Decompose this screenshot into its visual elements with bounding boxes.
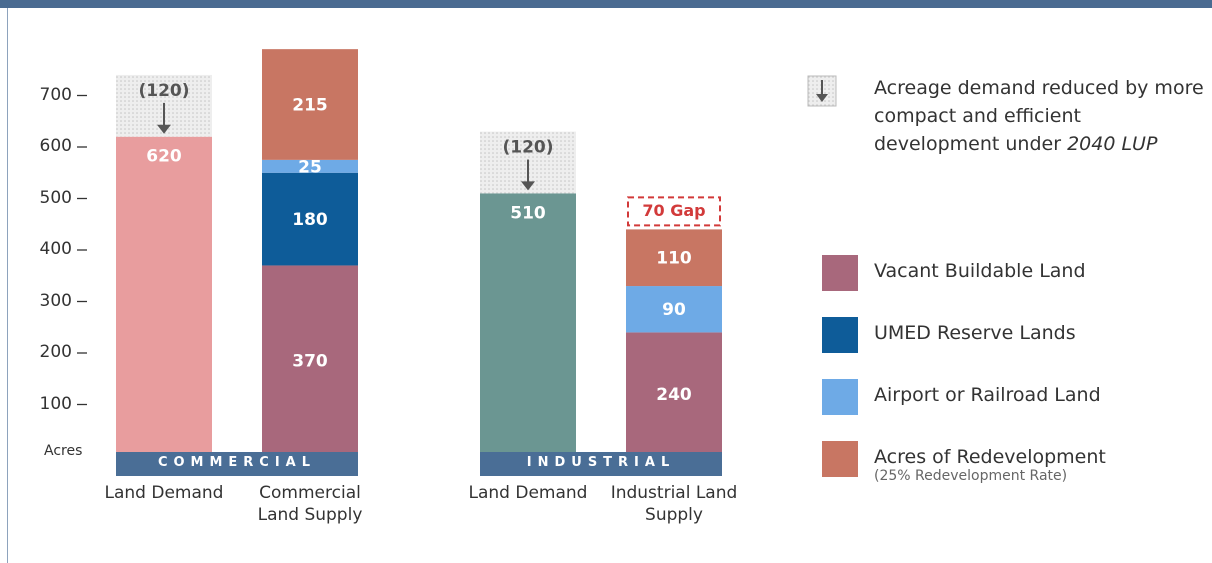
legend-label: Acres of Redevelopment (25% Redevelopment… xyxy=(874,446,1106,484)
x-tick-label: Land Demand xyxy=(468,483,588,503)
value-label: 370 xyxy=(292,352,328,372)
x-tick-label: Industrial Land Supply xyxy=(610,483,738,525)
legend-swatch xyxy=(822,379,858,415)
arrow-head xyxy=(521,181,535,191)
y-tick-label: 700 xyxy=(39,84,72,105)
supply-segment xyxy=(262,49,358,160)
y-tick-label: 500 xyxy=(39,187,72,208)
y-tick-label: 400 xyxy=(39,239,72,259)
value-label: 510 xyxy=(510,203,546,223)
supply-segment xyxy=(262,265,358,456)
y-tick-label: 600 xyxy=(39,136,72,156)
legend-arrow-head xyxy=(816,94,828,102)
legend-label: Airport or Railroad Land xyxy=(874,384,1101,406)
legend-label: UMED Reserve Lands xyxy=(874,322,1076,344)
supply-segment xyxy=(262,159,358,173)
value-label: 240 xyxy=(656,385,692,405)
demand-bar xyxy=(116,136,212,456)
supply-segment xyxy=(626,229,722,287)
value-label: 215 xyxy=(292,96,328,116)
value-label: 180 xyxy=(292,210,328,230)
arrow-head xyxy=(157,124,171,134)
supply-segment xyxy=(626,332,722,456)
y-tick-label: 300 xyxy=(39,290,72,311)
legend-swatch xyxy=(822,317,858,353)
x-tick-label: Commercial Land Supply xyxy=(257,483,363,525)
supply-segment xyxy=(626,286,722,333)
legend-note-emphasis: 2040 LUP xyxy=(1067,133,1158,155)
supply-segment xyxy=(262,172,358,266)
group-label: INDUSTRIAL xyxy=(526,455,676,470)
legend-subnote: (25% Redevelopment Rate) xyxy=(874,468,1068,484)
top-bar xyxy=(0,0,1212,8)
group-band xyxy=(480,452,722,476)
value-label: 620 xyxy=(146,147,182,167)
gap-label: 70 Gap xyxy=(642,201,705,220)
reduction-label: (120) xyxy=(138,81,189,101)
reduction-label: (120) xyxy=(502,138,553,158)
legend-swatch xyxy=(822,441,858,477)
y-tick-label: 100 xyxy=(39,393,72,414)
y-axis-label: Acres xyxy=(44,443,83,459)
value-label: 110 xyxy=(656,249,692,269)
legend-swatch xyxy=(822,255,858,291)
group-band xyxy=(116,452,358,476)
gap-box xyxy=(627,196,721,227)
legend-label: Vacant Buildable Land xyxy=(874,260,1086,282)
x-tick-label: Land Demand xyxy=(104,483,224,503)
group-label: COMMERCIAL xyxy=(157,455,317,470)
value-label: 25 xyxy=(298,157,322,177)
legend-note: Acreage demand reduced by more compact a… xyxy=(874,74,1204,158)
legend-note-text: Acreage demand reduced by more compact a… xyxy=(874,77,1204,155)
value-label: 90 xyxy=(662,300,686,320)
demand-bar xyxy=(480,193,576,456)
y-tick-label: 200 xyxy=(39,342,72,362)
